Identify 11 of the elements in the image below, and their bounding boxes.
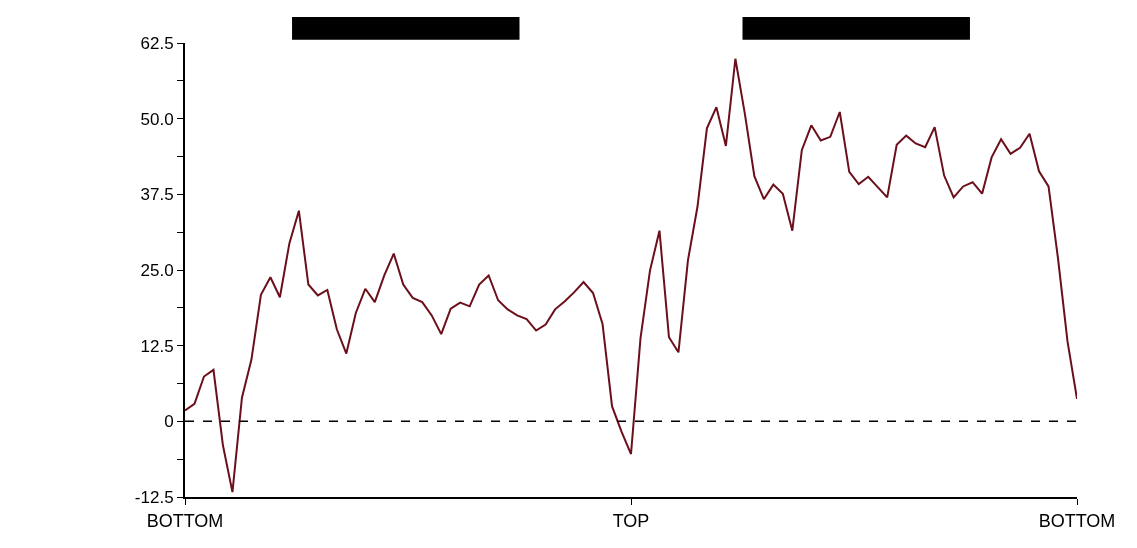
- y-tick-label: -12.5: [134, 487, 174, 507]
- y-tick-label: 25.0: [140, 260, 174, 280]
- line-series: [185, 57, 1077, 494]
- x-tick-label: BOTTOM: [1038, 510, 1116, 531]
- y-tick-label: 12.5: [140, 336, 174, 356]
- x-tick-label: BOTTOM: [146, 510, 224, 531]
- y-tick-label: 37.5: [140, 185, 174, 205]
- y-tick-label: 62.5: [140, 33, 174, 53]
- y-tick-label: 50.0: [140, 109, 174, 129]
- x-tick-label: TOP: [612, 510, 650, 531]
- y-tick-label: 0: [164, 412, 174, 432]
